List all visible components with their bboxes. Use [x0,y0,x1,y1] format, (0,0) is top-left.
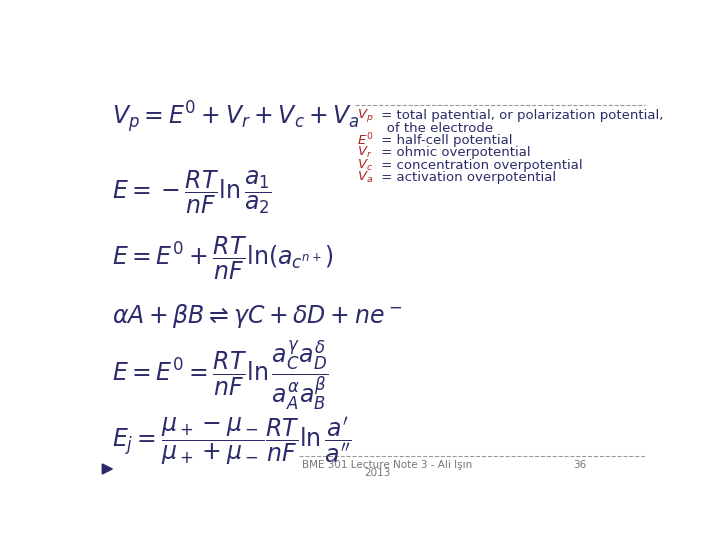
Text: $E = E^0 + \dfrac{RT}{nF}\ln(a_{c^{n+}})$: $E = E^0 + \dfrac{RT}{nF}\ln(a_{c^{n+}})… [112,234,334,282]
Text: = activation overpotential: = activation overpotential [377,171,557,184]
Text: $E = E^0 = \dfrac{RT}{nF}\ln\dfrac{a_C^\gamma a_D^\delta}{a_A^\alpha a_B^\beta}$: $E = E^0 = \dfrac{RT}{nF}\ln\dfrac{a_C^\… [112,338,329,411]
Polygon shape [102,464,112,474]
Text: $E^0$: $E^0$ [356,132,373,149]
Text: 36: 36 [572,460,586,470]
Text: $V_c$: $V_c$ [356,158,373,173]
Text: $E_j = \dfrac{\mu_+ - \mu_-}{\mu_+ + \mu_-}\dfrac{RT}{nF}\ln\dfrac{a^{\prime}}{a: $E_j = \dfrac{\mu_+ - \mu_-}{\mu_+ + \mu… [112,415,352,467]
Text: = half-cell potential: = half-cell potential [377,134,513,147]
Text: $V_r$: $V_r$ [356,145,372,160]
Text: 2013: 2013 [364,468,390,478]
Text: $V_p = E^0 + V_r + V_c + V_a$: $V_p = E^0 + V_r + V_c + V_a$ [112,99,360,134]
Text: $V_p$: $V_p$ [356,107,373,124]
Text: $E = -\dfrac{RT}{nF}\ln\dfrac{a_1}{a_2}$: $E = -\dfrac{RT}{nF}\ln\dfrac{a_1}{a_2}$ [112,168,272,215]
Text: of the electrode: of the electrode [356,122,493,134]
Text: = total patential, or polarization potential,: = total patential, or polarization poten… [377,109,664,122]
Text: $V_a$: $V_a$ [356,170,373,185]
Text: = ohmic overpotential: = ohmic overpotential [377,146,531,159]
Text: $\alpha A + \beta B \rightleftharpoons \gamma C + \delta D + ne^-$: $\alpha A + \beta B \rightleftharpoons \… [112,302,402,330]
Text: BME 301 Lecture Note 3 - Ali Işın: BME 301 Lecture Note 3 - Ali Işın [302,460,472,470]
Text: = concentration overpotential: = concentration overpotential [377,159,583,172]
